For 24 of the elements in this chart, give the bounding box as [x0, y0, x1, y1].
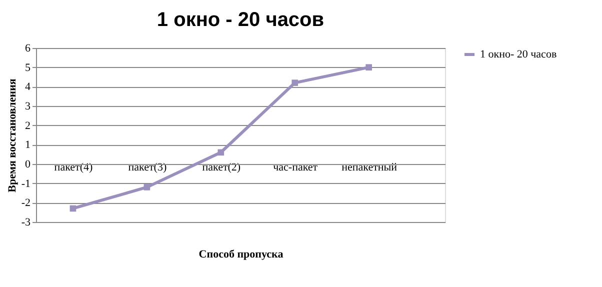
x-tick-label: пакет(4): [54, 162, 93, 174]
y-tick-label: 2: [25, 120, 30, 132]
y-tick-label: 0: [25, 158, 31, 170]
x-tick-label: час-пакет: [273, 162, 318, 174]
chart-title: 1 окно - 20 часов: [156, 9, 324, 31]
point: [144, 184, 150, 190]
legend-label: 1 окно- 20 часов: [480, 48, 557, 60]
y-tick-label: 5: [25, 62, 31, 74]
point: [366, 64, 372, 70]
y-axis-title: Время восстановления: [6, 78, 18, 192]
point: [70, 205, 76, 212]
y-tick-label: 1: [25, 139, 30, 152]
x-tick-label: непакетный: [342, 162, 398, 174]
y-tick-label: -1: [21, 178, 30, 190]
y-tick-label: 3: [25, 100, 31, 112]
x-tick-label: пакет(3): [128, 162, 167, 174]
point: [292, 80, 298, 86]
y-tick-label: -2: [21, 197, 30, 210]
x-tick-label: пакет(2): [202, 162, 241, 174]
point: [218, 149, 224, 156]
y-tick-label: -3: [21, 216, 31, 228]
x-axis-title: Способ пропуска: [198, 248, 284, 260]
y-tick-label: 4: [25, 81, 31, 94]
y-tick-label: 6: [25, 42, 31, 54]
